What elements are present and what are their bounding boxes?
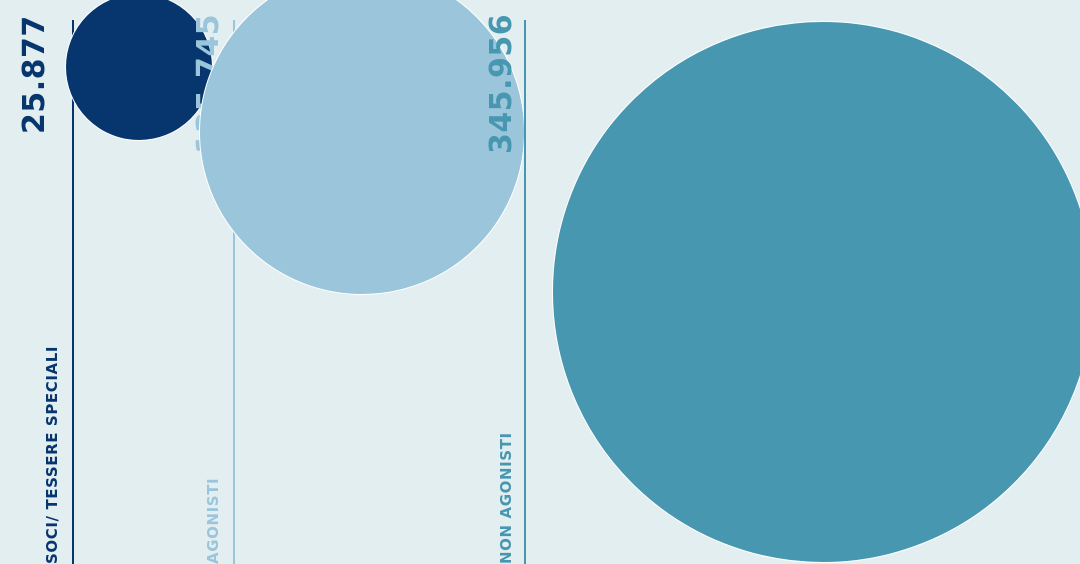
bubble-agonisti: [198, 0, 526, 296]
divider-soci: [72, 20, 74, 564]
value-non-agonisti: 345.956: [484, 13, 519, 154]
bubble-soci: [64, 0, 214, 142]
label-non-agonisti: NON AGONISTI: [497, 432, 515, 564]
divider-agonisti: [233, 20, 235, 564]
divider-non-agonisti: [524, 20, 526, 564]
value-soci: 25.877: [17, 15, 52, 134]
label-soci: SOCI/ TESSERE SPECIALI: [43, 345, 61, 564]
label-agonisti: AGONISTI: [204, 477, 222, 564]
bubble-non-agonisti: [552, 21, 1080, 563]
